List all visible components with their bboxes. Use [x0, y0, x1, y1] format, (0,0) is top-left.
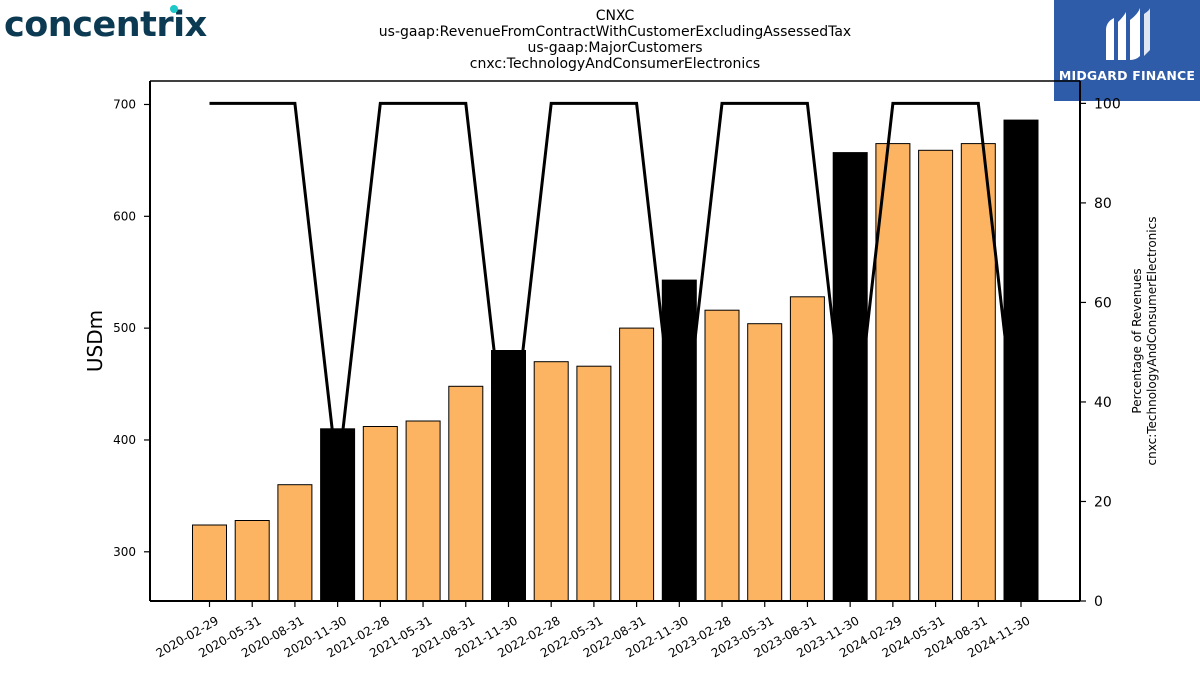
bar: [960, 143, 996, 602]
left-tick-label: 700: [113, 97, 136, 111]
concentrix-logo-dot: [170, 5, 178, 13]
bar: [704, 309, 740, 602]
concentrix-logo: concentrix: [4, 2, 214, 46]
right-tick-label: 80: [1094, 196, 1112, 212]
midgard-finance-text: MIDGARD FINANCE: [1058, 68, 1196, 83]
bar: [789, 296, 825, 602]
left-tick-label: 400: [113, 433, 136, 447]
bar: [192, 524, 227, 602]
bar: [405, 420, 441, 602]
right-tick-label: 20: [1094, 494, 1112, 510]
right-tick-label: 40: [1094, 395, 1112, 411]
bar: [234, 520, 270, 602]
left-tick-label: 500: [113, 321, 136, 335]
bar: [320, 428, 356, 602]
midgard-finance-logo: MIDGARD FINANCE: [1054, 0, 1200, 101]
bar: [661, 279, 697, 602]
axes: [149, 80, 1081, 602]
y-axis-label: USDm: [83, 310, 107, 372]
bar: [576, 365, 612, 602]
bar: [362, 426, 398, 602]
left-tick-label: 300: [113, 545, 136, 559]
x-axis-ticks: 2020-02-292020-05-312020-08-312020-11-30…: [154, 601, 1033, 660]
chart-title-line: us-gaap:MajorCustomers: [527, 40, 702, 56]
bar: [918, 149, 954, 602]
bar: [448, 385, 484, 602]
right-tick-label: 0: [1094, 594, 1103, 610]
bar: [747, 323, 783, 602]
chart-title-line: us-gaap:RevenueFromContractWithCustomerE…: [379, 24, 851, 40]
chart-title: CNXCus-gaap:RevenueFromContractWithCusto…: [379, 8, 851, 72]
y2-axis-label-line: Percentage of Revenues: [1130, 268, 1144, 413]
bar-series: [192, 119, 1039, 602]
percentage-line-series: [209, 101, 1023, 477]
axis-labels: USDm Percentage of Revenues cnxc:Technolog…: [83, 217, 1159, 466]
chart-title-line: cnxc:TechnologyAndConsumerElectronics: [470, 56, 760, 72]
right-tick-label: 60: [1094, 295, 1112, 311]
percentage-line: [209, 101, 1023, 477]
midgard-emblem-icon: [1106, 8, 1150, 60]
bar: [277, 484, 313, 602]
right-axis-ticks: 0 20 40 60 80 100: [1080, 96, 1121, 610]
chart-title-line: CNXC: [596, 8, 635, 24]
right-tick-label: 100: [1094, 96, 1121, 112]
bar: [1003, 119, 1039, 602]
bar: [619, 327, 655, 602]
left-tick-label: 600: [113, 209, 136, 223]
bar: [533, 361, 569, 602]
left-axis-ticks: 300 400 500 600 700: [113, 97, 150, 559]
y2-axis-label-line: cnxc:TechnologyAndConsumerElectronics: [1145, 217, 1159, 466]
